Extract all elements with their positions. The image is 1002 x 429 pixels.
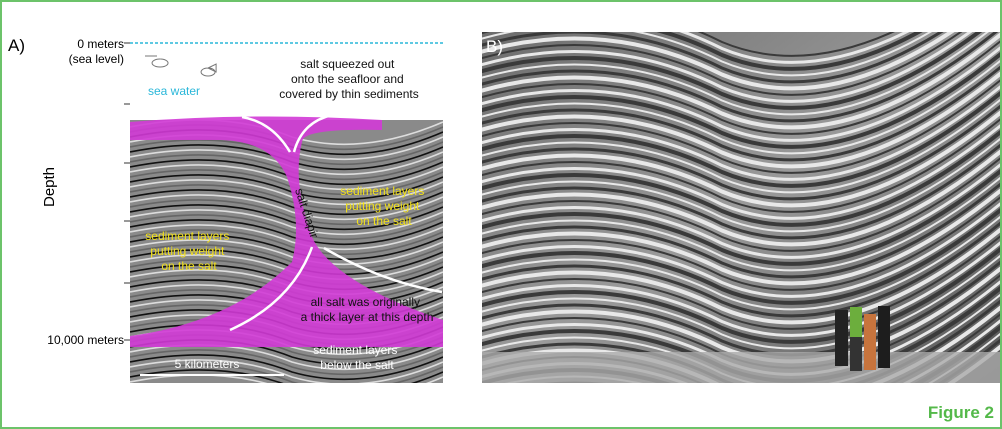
depth-label: 0 meters [77,37,124,51]
figure-canvas: A) 0 meters (sea level) Depth 10,000 met… [2,2,1000,427]
sea-label: sea water [148,84,200,98]
annotation: sediment layers below the salt [313,343,400,372]
depth-label: 10,000 meters [47,333,124,347]
photo [472,2,1000,427]
annotation: all salt was originally a thick layer at… [301,295,434,324]
panel-label: A) [8,36,25,55]
figure-label: Figure 2 [928,403,994,422]
panel-label: B) [486,37,503,56]
scale-bar-label: 5 kilometers [175,357,240,371]
depth-sublabel: (sea level) [69,52,124,66]
axis-title: Depth [41,167,58,207]
figure: A) 0 meters (sea level) Depth 10,000 met… [0,0,1002,429]
